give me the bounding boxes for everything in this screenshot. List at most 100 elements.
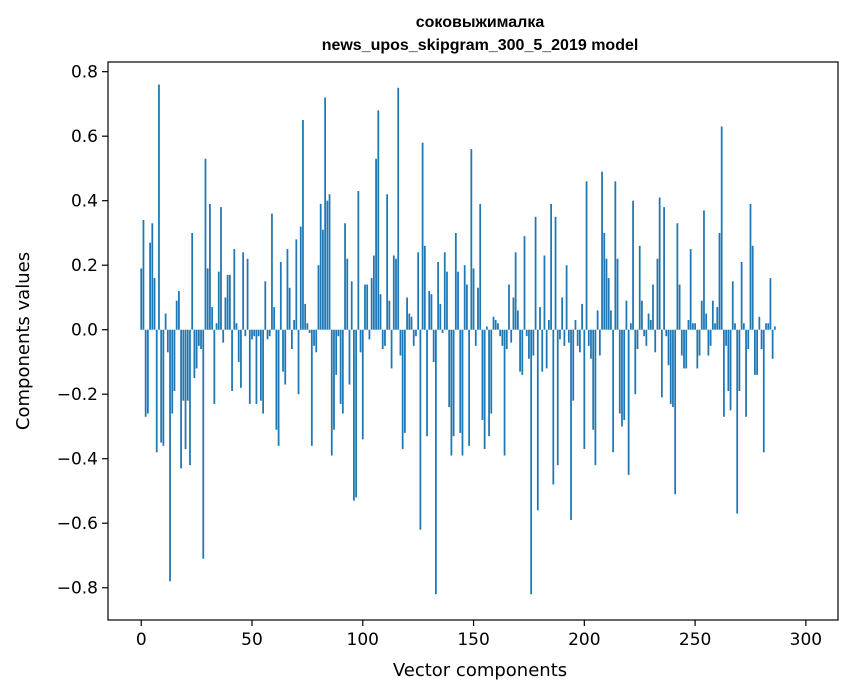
bar [658, 197, 661, 330]
bar [618, 329, 621, 414]
bar [204, 158, 207, 330]
bar [536, 329, 539, 511]
bar [173, 329, 176, 391]
bar [594, 329, 597, 466]
bar [667, 329, 670, 366]
bar [169, 329, 171, 582]
bar [361, 329, 364, 440]
bar [541, 329, 544, 372]
bar [262, 329, 264, 414]
bar [528, 329, 530, 359]
x-tick-label: 150 [457, 630, 489, 650]
bar [623, 329, 626, 421]
bar [647, 313, 650, 330]
bar [723, 329, 725, 417]
bar [605, 258, 608, 330]
bar [570, 329, 572, 521]
bar [585, 181, 588, 330]
bar [304, 303, 307, 330]
bar [395, 258, 397, 330]
bar [539, 307, 541, 330]
bar [335, 329, 338, 375]
bar [140, 268, 143, 330]
bar [769, 278, 772, 330]
bar [293, 320, 295, 330]
bar [756, 329, 759, 375]
bar [612, 329, 615, 453]
bar [279, 261, 282, 330]
bar [457, 271, 459, 330]
bar [676, 223, 679, 330]
bar [499, 329, 502, 337]
bar [337, 329, 340, 337]
bar [341, 329, 344, 414]
bar [669, 329, 672, 404]
bar [466, 284, 468, 330]
bar [266, 329, 269, 340]
bar [231, 329, 233, 391]
bar [725, 329, 727, 346]
bar [729, 329, 732, 411]
bar [485, 326, 488, 330]
bar [441, 329, 444, 333]
bar [206, 268, 209, 330]
bar [718, 232, 721, 330]
bar [224, 297, 227, 330]
bar [384, 329, 386, 346]
bar [474, 329, 477, 346]
bar [308, 329, 311, 333]
bar [200, 329, 202, 350]
bar [572, 329, 575, 401]
y-tick-label: −0.2 [57, 385, 98, 405]
bar [410, 316, 413, 330]
bar [319, 203, 322, 330]
bar [711, 300, 714, 330]
bar [758, 316, 761, 330]
bar [403, 329, 406, 433]
bar [565, 265, 568, 330]
bar [381, 329, 384, 350]
bar [636, 329, 639, 350]
bar [195, 329, 198, 369]
bar [497, 323, 499, 330]
bar [576, 329, 579, 346]
bar [709, 329, 712, 346]
bar [153, 278, 156, 330]
bar [479, 203, 482, 330]
bar [235, 323, 238, 330]
y-tick-label: 0.6 [71, 127, 98, 147]
bar [607, 278, 610, 330]
bar [388, 300, 391, 330]
bar [240, 329, 242, 388]
y-tick-label: 0.8 [71, 63, 98, 83]
bar [698, 329, 701, 356]
bar [660, 329, 663, 398]
bar [523, 236, 526, 330]
bar [700, 300, 703, 330]
bar [178, 291, 180, 330]
bar [355, 329, 358, 498]
x-tick-label: 300 [790, 630, 822, 650]
bar [432, 329, 435, 362]
x-axis-ticks: 0 50 100 150 200 250 300 [136, 620, 822, 650]
bar [696, 329, 699, 369]
bar [189, 329, 191, 466]
bar [601, 171, 603, 330]
bar [561, 297, 564, 330]
bar [505, 329, 508, 350]
bar [731, 281, 734, 330]
bar [209, 203, 211, 330]
bar [268, 329, 271, 337]
y-tick-label: 0.0 [71, 321, 98, 341]
bar [461, 329, 464, 456]
bar [370, 278, 373, 330]
bar [423, 245, 426, 330]
bar [714, 323, 716, 330]
bar [162, 329, 165, 446]
bar [519, 329, 521, 372]
bar [656, 258, 659, 330]
bar [401, 329, 404, 450]
bar [419, 329, 422, 530]
bar [563, 329, 566, 346]
bar [228, 274, 231, 330]
